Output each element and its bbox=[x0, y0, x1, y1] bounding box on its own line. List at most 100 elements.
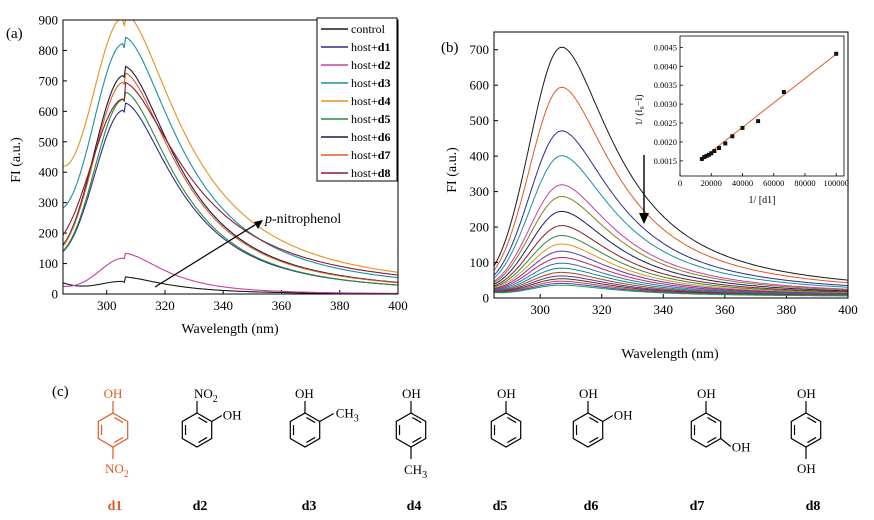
panel-a-x-tick-label: 400 bbox=[388, 298, 408, 313]
panel-b-series-line bbox=[493, 284, 848, 297]
substituent-label: OH bbox=[797, 461, 816, 476]
benzene-ring bbox=[289, 412, 321, 448]
inset-x-tick-label: 20000 bbox=[701, 178, 722, 188]
inset-data-point bbox=[834, 51, 839, 56]
inset-data-point bbox=[723, 141, 728, 146]
decrease-arrow-head bbox=[639, 213, 649, 224]
panel-a-x-tick-label: 380 bbox=[330, 298, 350, 313]
panel-b-series-line bbox=[493, 225, 848, 293]
molecule-caption: d1 bbox=[108, 499, 123, 514]
panel-b-series-line bbox=[493, 46, 849, 281]
double-bond bbox=[306, 417, 316, 424]
annotation-label: p-nitrophenol bbox=[264, 212, 341, 227]
benzene-ring bbox=[97, 412, 129, 448]
panel-a-x-tick-label: 320 bbox=[155, 298, 175, 313]
legend-entry: host+d1 bbox=[351, 40, 390, 54]
benzene-ring bbox=[790, 412, 822, 448]
double-bond bbox=[198, 417, 208, 424]
substituent-label: OH bbox=[579, 386, 598, 401]
double-bond bbox=[412, 417, 422, 424]
double-bond bbox=[306, 436, 316, 443]
inset-x-tick-label: 0 bbox=[678, 178, 682, 188]
panel-a: (a) FI (a.u.) Wavelength (nm) 300 320 340 3… bbox=[6, 13, 408, 338]
substituent-label: OH bbox=[223, 408, 242, 423]
panel-a-y-tick-label: 600 bbox=[39, 104, 59, 119]
panel-c: (c) OH NO2 NO2 OH OH CH3 OH CH3 OH OH OH OH OH OH OH d1… bbox=[52, 384, 822, 514]
panel-b-x-tick-label: 380 bbox=[777, 302, 797, 317]
substituent-bond bbox=[319, 412, 335, 423]
panel-b-series-line bbox=[493, 155, 849, 288]
double-bond bbox=[707, 436, 717, 443]
inset-x-tick-label: 40000 bbox=[732, 178, 753, 188]
inset-frame bbox=[679, 35, 845, 177]
panel-b-y-tick-label: 300 bbox=[470, 184, 490, 199]
inset-data-point bbox=[712, 149, 717, 154]
double-bond bbox=[198, 436, 208, 443]
panel-b-series-line bbox=[493, 86, 849, 284]
benzene-ring bbox=[572, 412, 604, 448]
substituent-label: NO2 bbox=[194, 386, 218, 405]
molecule-caption: d4 bbox=[407, 499, 422, 514]
panel-b-series-line bbox=[493, 210, 849, 292]
panel-a-y-tick-label: 900 bbox=[39, 13, 59, 28]
panel-a-x-tick-label: 360 bbox=[272, 298, 292, 313]
panel-a-x-axis-label: Wavelength (nm) bbox=[181, 322, 279, 337]
double-bond bbox=[807, 417, 817, 424]
panel-b-y-axis-label: FI (a.u.) bbox=[445, 147, 460, 193]
panel-a-series-line bbox=[62, 276, 398, 295]
double-bond bbox=[114, 436, 124, 443]
substituent-label: OH bbox=[697, 386, 716, 401]
panel-a-y-tick-label: 100 bbox=[39, 256, 59, 271]
panel-a-plot-frame bbox=[62, 19, 399, 295]
benzene-ring bbox=[395, 412, 427, 448]
inset-x-axis-label: 1/ [d1] bbox=[749, 195, 776, 206]
panel-b-series-line bbox=[493, 234, 848, 293]
annotation-arrow-head bbox=[254, 220, 263, 229]
legend-entry: host+d2 bbox=[351, 58, 390, 72]
panel-a-legend: control host+d1 host+d2 host+d3 host+d4 host+… bbox=[316, 17, 398, 182]
panel-b-x-tick-label: 320 bbox=[592, 302, 612, 317]
double-bond bbox=[589, 417, 599, 424]
panel-a-y-tick-label: 200 bbox=[39, 226, 59, 241]
panel-b-series-line bbox=[493, 250, 848, 295]
inset-x-tick-label: 100000 bbox=[823, 178, 849, 188]
panel-a-y-tick-label: 700 bbox=[39, 73, 59, 88]
panel-b-series-line bbox=[493, 257, 848, 295]
panel-b-x-axis-label: Wavelength (nm) bbox=[621, 347, 719, 362]
inset-data-point bbox=[740, 125, 745, 130]
panel-b-y-tick-label: 500 bbox=[470, 113, 490, 128]
legend-entry: host+d7 bbox=[351, 148, 390, 162]
double-bond bbox=[412, 436, 422, 443]
substituent-label: OH bbox=[295, 386, 314, 401]
legend-entry: host+d8 bbox=[351, 166, 390, 180]
legend-entry: control bbox=[351, 22, 386, 36]
inset-x-tick-label: 60000 bbox=[763, 178, 784, 188]
inset-data-point bbox=[709, 151, 714, 156]
inset-data-point bbox=[699, 156, 704, 161]
benzene-ring bbox=[181, 412, 213, 448]
panel-b-series-line bbox=[493, 243, 848, 294]
panel-a-label: (a) bbox=[6, 26, 23, 42]
double-bond bbox=[807, 436, 817, 443]
panel-a-legend-box bbox=[316, 17, 398, 182]
panel-b-y-tick-label: 200 bbox=[470, 220, 490, 235]
panel-b-arrow bbox=[639, 155, 649, 224]
substituent-label: CH3 bbox=[404, 462, 427, 481]
inset-y-tick-label: 0.0020 bbox=[654, 137, 677, 147]
panel-a-annotation: p-nitrophenol bbox=[154, 212, 341, 288]
panel-a-series-line bbox=[62, 65, 399, 283]
inset-background bbox=[680, 36, 844, 176]
panel-a-x-tick-label: 340 bbox=[213, 298, 233, 313]
inset-points bbox=[699, 51, 839, 161]
panel-a-y-tick-label: 400 bbox=[39, 165, 59, 180]
panel-a-series-line bbox=[62, 91, 399, 286]
substituent-label: OH bbox=[402, 386, 421, 401]
substituent-bond bbox=[211, 414, 223, 423]
panel-a-y-tick-label: 500 bbox=[39, 134, 59, 149]
inset-y-axis-label: 1/ (I₀−I) bbox=[634, 94, 645, 125]
benzene-ring bbox=[490, 412, 522, 448]
double-bond bbox=[589, 436, 599, 443]
panel-a-y-axis-label: FI (a.u.) bbox=[9, 137, 24, 183]
inset-y-tick-label: 0.0015 bbox=[654, 156, 677, 166]
annotation-text: -nitrophenol bbox=[272, 212, 341, 227]
